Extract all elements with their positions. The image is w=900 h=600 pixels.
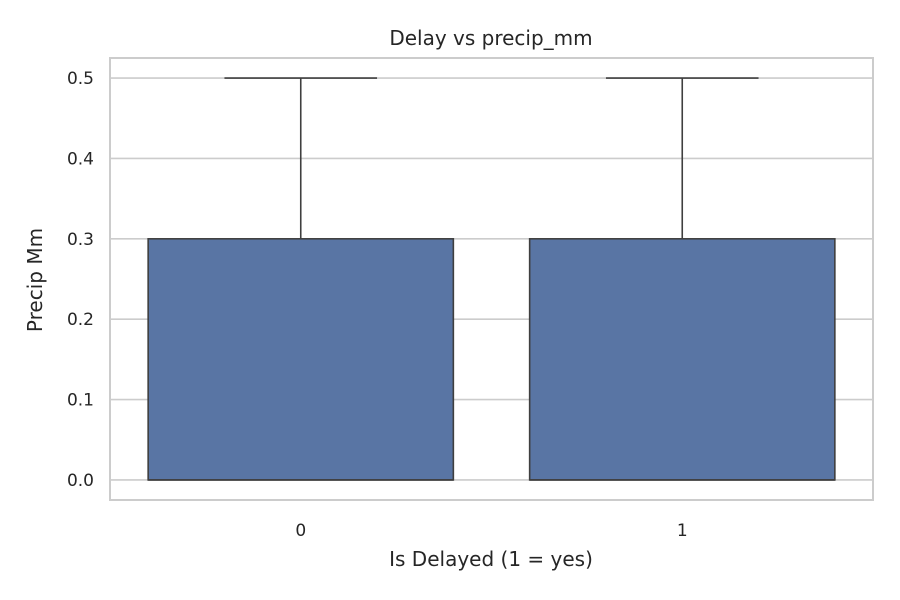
y-tick-label: 0.5 (67, 69, 94, 89)
plot-frame (109, 57, 874, 501)
y-tick-label: 0.0 (67, 471, 94, 491)
x-axis-label: Is Delayed (1 = yes) (389, 547, 593, 571)
box-body (147, 238, 455, 481)
box-1 (528, 77, 836, 481)
y-tick-label: 0.4 (67, 149, 94, 169)
y-axis-label: Precip Mm (23, 228, 47, 332)
y-tick-label: 0.1 (67, 391, 94, 411)
y-axis-ticks: 0.0 0.1 0.2 0.3 0.4 0.5 (67, 69, 94, 491)
x-tick-label: 0 (295, 521, 306, 541)
box-body (528, 238, 836, 481)
box-series (147, 77, 836, 481)
box-0 (147, 77, 455, 481)
y-tick-label: 0.2 (67, 310, 94, 330)
x-tick-label: 1 (677, 521, 688, 541)
y-tick-label: 0.3 (67, 230, 94, 250)
chart-title: Delay vs precip_mm (389, 26, 592, 50)
